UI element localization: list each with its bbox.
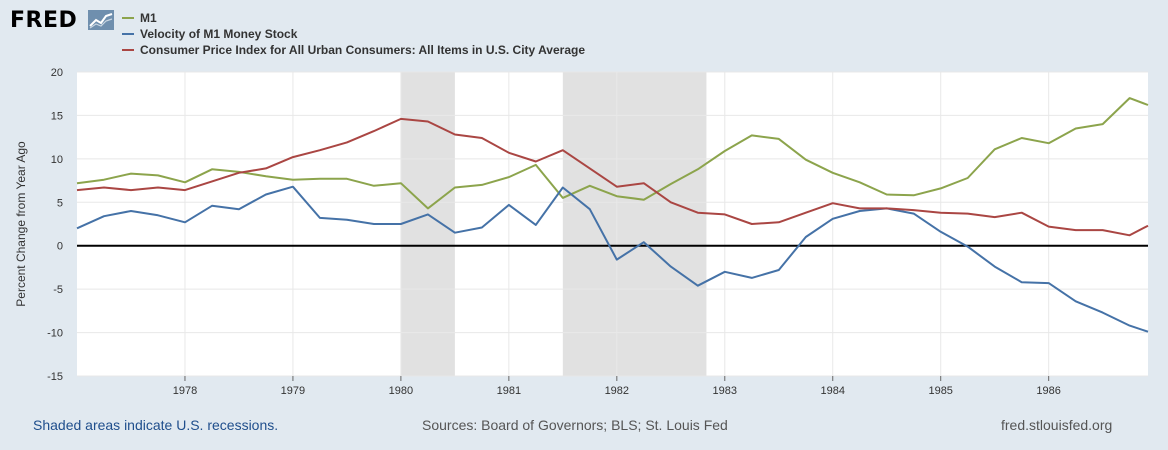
recession-shading [400,72,707,376]
legend: M1 Velocity of M1 Money Stock Consumer P… [122,10,585,58]
series-line-velocity [76,185,1149,333]
x-tick-label: 1978 [173,385,197,397]
chart-line-icon [88,10,114,30]
x-tick-label: 1979 [281,385,305,397]
legend-label-m1: M1 [140,11,157,25]
recession-band-1 [562,72,707,376]
sources-note: Sources: Board of Governors; BLS; St. Lo… [422,417,728,433]
x-tick-label: 1983 [713,385,737,397]
series-line-cpi [76,117,1149,237]
fred-logo[interactable]: FRED [10,8,78,33]
legend-item-velocity[interactable]: Velocity of M1 Money Stock [122,26,585,42]
legend-label-cpi: Consumer Price Index for All Urban Consu… [140,43,585,57]
y-tick-label: 15 [51,110,63,122]
series-line-m1 [76,97,1149,210]
y-axis-ticks: -15 -10 -5 0 5 10 15 20 [47,67,63,383]
y-tick-label: 20 [51,67,63,79]
x-tick-label: 1985 [928,385,952,397]
recession-band-0 [400,72,455,376]
legend-item-cpi[interactable]: Consumer Price Index for All Urban Consu… [122,42,585,58]
series-lines [76,97,1149,333]
legend-swatch-velocity [122,33,134,35]
fred-url-link[interactable]: fred.stlouisfed.org [1001,417,1113,433]
x-tick-label: 1981 [497,385,521,397]
legend-item-m1[interactable]: M1 [122,10,585,26]
legend-swatch-cpi [122,49,134,51]
legend-swatch-m1 [122,17,134,19]
legend-label-velocity: Velocity of M1 Money Stock [140,27,298,41]
x-tick-label: 1982 [605,385,629,397]
x-axis-ticks: 1978 1979 1980 1981 1982 1983 1984 1985 1986 [173,376,1061,397]
x-tick-label: 1980 [389,385,413,397]
y-tick-label: -10 [47,328,63,340]
y-tick-label: -15 [47,371,63,383]
gridlines [77,71,1148,377]
line-chart: -15 -10 -5 0 5 10 15 20 1978 1979 1980 1981 1982 198… [14,67,1149,397]
y-tick-label: 0 [57,241,63,253]
x-tick-label: 1984 [821,385,845,397]
y-tick-label: -5 [53,284,63,296]
recession-note: Shaded areas indicate U.S. recessions. [33,417,279,433]
y-tick-label: 5 [57,197,63,209]
x-tick-label: 1986 [1036,385,1060,397]
y-axis-label: Percent Change from Year Ago [14,141,28,307]
y-tick-label: 10 [51,154,63,166]
